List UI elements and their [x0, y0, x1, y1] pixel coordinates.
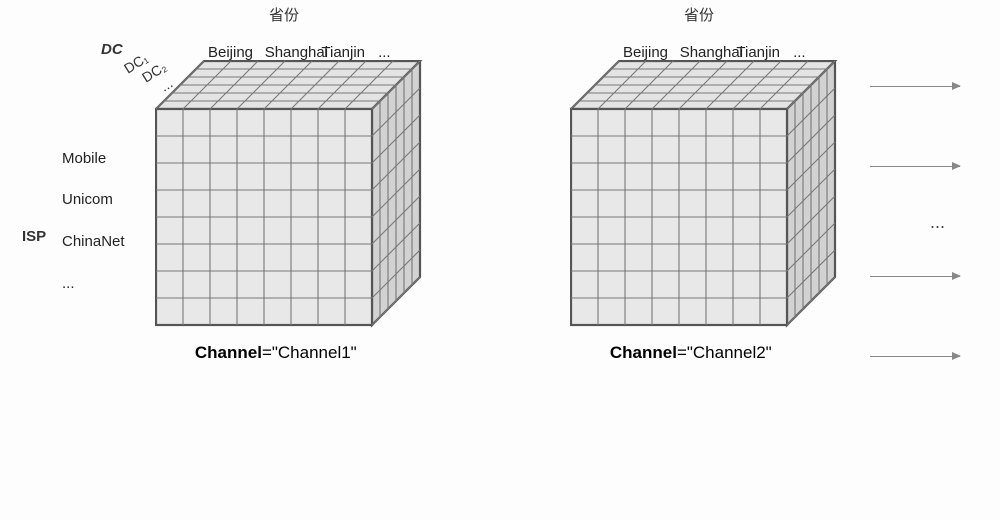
column-label: Beijing	[208, 44, 253, 61]
continuation-arrow	[870, 276, 960, 277]
continuation-arrow	[870, 86, 960, 87]
province-title: 省份	[269, 4, 299, 25]
column-label: ...	[793, 44, 806, 61]
isp-axis-label: ISP	[22, 228, 46, 245]
column-label: Tianjin	[736, 44, 780, 61]
ellipsis: ...	[930, 212, 945, 233]
isp-row-label: Mobile	[62, 150, 106, 167]
channel-label: Channel="Channel1"	[195, 343, 357, 363]
cube	[570, 60, 838, 328]
channel-value: ="Channel1"	[262, 343, 357, 362]
column-label: ...	[378, 44, 391, 61]
channel-key: Channel	[195, 343, 262, 362]
cube	[155, 60, 423, 328]
continuation-arrow	[870, 166, 960, 167]
channel-value: ="Channel2"	[677, 343, 772, 362]
column-label: Tianjin	[321, 44, 365, 61]
continuation-arrow	[870, 356, 960, 357]
channel-label: Channel="Channel2"	[610, 343, 772, 363]
column-label: Shanghai	[265, 44, 328, 61]
isp-row-label: Unicom	[62, 191, 113, 208]
isp-row-label: ChinaNet	[62, 233, 125, 250]
column-label: Beijing	[623, 44, 668, 61]
province-title: 省份	[684, 4, 714, 25]
isp-row-label: ...	[62, 275, 75, 292]
dc-axis-label: DC	[101, 41, 123, 58]
column-label: Shanghai	[680, 44, 743, 61]
channel-key: Channel	[610, 343, 677, 362]
